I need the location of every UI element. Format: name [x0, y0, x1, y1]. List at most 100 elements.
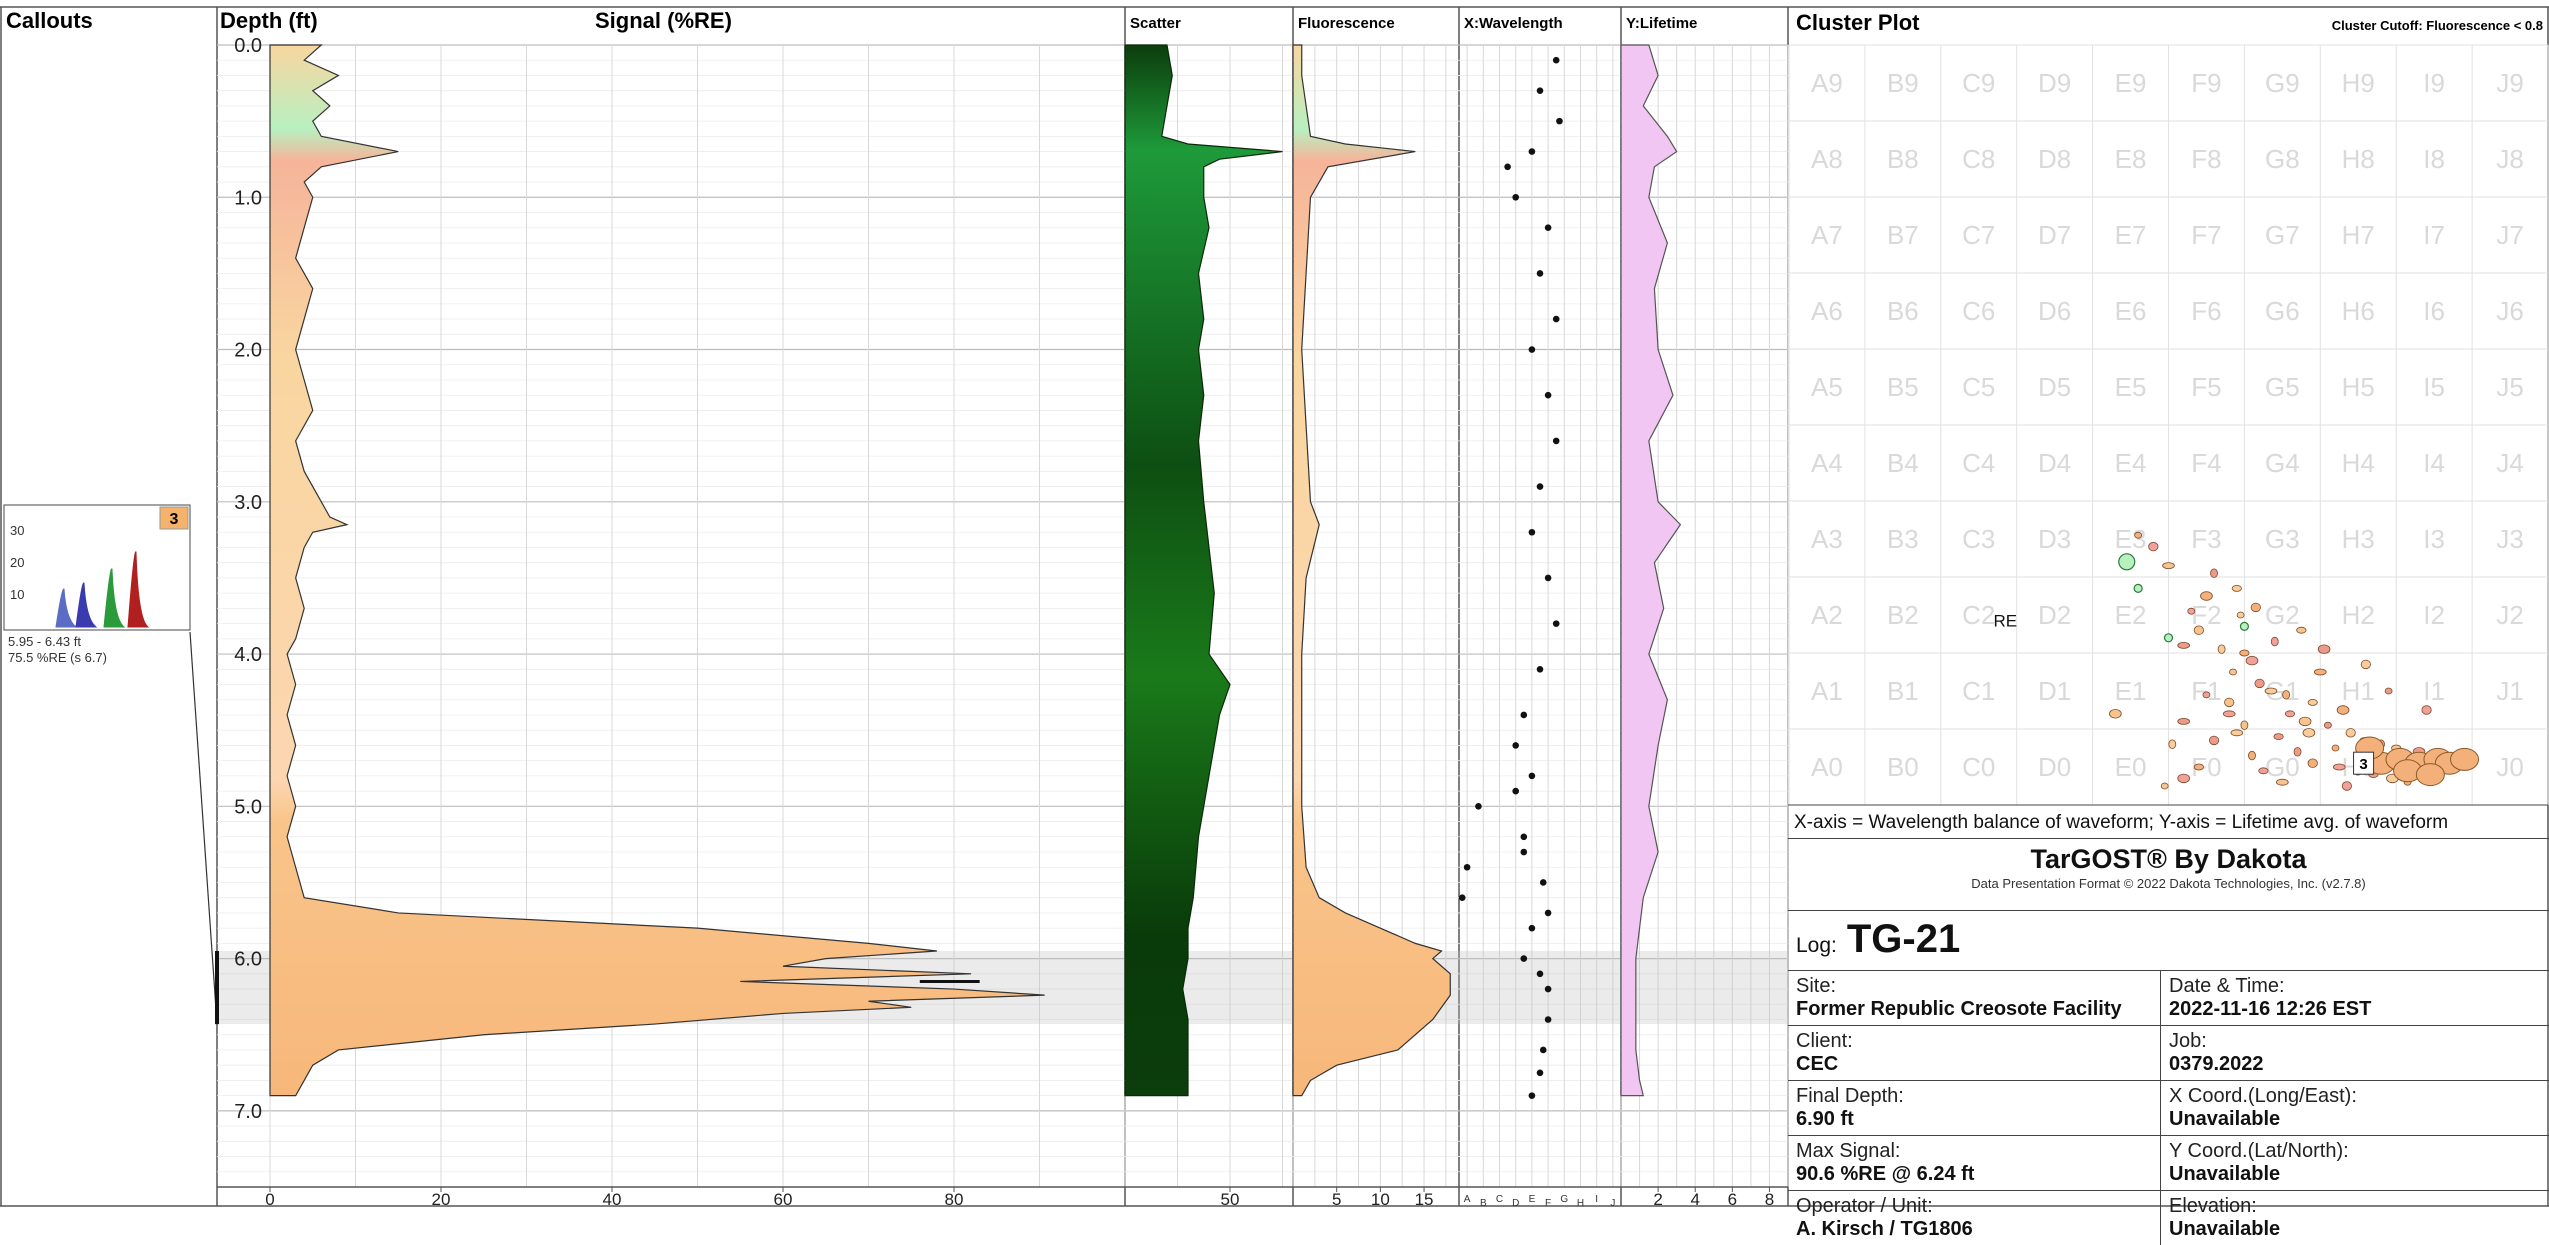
- brand-block: TarGOST® By Dakota Data Presentation For…: [1788, 838, 2549, 910]
- cluster-cell-label: H5: [2342, 372, 2375, 402]
- wavelength-point: [1458, 894, 1466, 901]
- lifetime-x-tick-label: 8: [1765, 1190, 1774, 1207]
- cluster-cell-label: E7: [2115, 220, 2147, 250]
- site-label: Site:: [1796, 975, 1837, 997]
- cluster-point: [2162, 562, 2175, 569]
- cluster-cell-label: C3: [1962, 524, 1995, 554]
- callout-waveform-peak: [127, 551, 150, 628]
- client-label: Client:: [1796, 1030, 1853, 1052]
- scatter-profile: [1124, 44, 1283, 1097]
- wavelength-point: [1463, 863, 1471, 871]
- cluster-point: [2208, 735, 2220, 746]
- cluster-cell-label: C8: [1962, 144, 1995, 174]
- fluorescence-x-tick-label: 10: [1371, 1190, 1390, 1207]
- cluster-cell-label: F5: [2191, 372, 2221, 402]
- fluorescence-x-tick-label: 15: [1415, 1190, 1434, 1207]
- cluster-cell-label: G2: [2265, 600, 2300, 630]
- cluster-cell-label: D5: [2038, 372, 2071, 402]
- cluster-cell-label: H4: [2342, 448, 2375, 478]
- info-row-signal: Max Signal: 90.6 %RE @ 6.24 ft Y Coord.(L…: [1788, 1135, 2549, 1190]
- cluster-point: [2168, 739, 2177, 749]
- wavelength-tick-label: B: [1480, 1198, 1487, 1207]
- log-value: TG-21: [1846, 917, 1961, 961]
- cluster-cell-label: H8: [2342, 144, 2375, 174]
- cluster-cell-label: H2: [2342, 600, 2375, 630]
- cluster-cell-label: C2: [1962, 600, 1995, 630]
- cluster-cell-label: E3: [2115, 524, 2147, 554]
- x-coord-value: Unavailable: [2169, 1108, 2281, 1130]
- date-value: 2022-11-16 12:26 EST: [2169, 998, 2372, 1020]
- cluster-cell-label: B0: [1887, 752, 1919, 782]
- wavelength-point: [1539, 879, 1547, 886]
- cluster-cell-label: A4: [1811, 448, 1843, 478]
- wavelength-point: [1552, 620, 1560, 627]
- cluster-cell-label: E0: [2115, 752, 2147, 782]
- wavelength-tick-label: H: [1577, 1198, 1584, 1207]
- cluster-big-point: [2450, 747, 2480, 771]
- cluster-plot-title: Cluster Plot: [1796, 10, 1920, 35]
- cluster-point: [2239, 649, 2250, 657]
- cluster-point: [2341, 781, 2352, 791]
- wavelength-point: [1536, 665, 1544, 673]
- cluster-green-point: [2118, 553, 2136, 571]
- callouts-header: Callouts: [6, 8, 93, 33]
- cluster-cell-label: G6: [2265, 296, 2300, 326]
- cluster-point: [2317, 644, 2331, 654]
- lifetime-x-tick-label: 6: [1728, 1190, 1737, 1207]
- wavelength-point: [1544, 1016, 1552, 1023]
- wavelength-point: [1544, 224, 1552, 232]
- cluster-point: [2222, 710, 2236, 718]
- info-row-client: Client: CEC Job: 0379.2022: [1788, 1025, 2549, 1080]
- job-value: 0379.2022: [2169, 1053, 2264, 1075]
- final-depth-label: Final Depth:: [1796, 1085, 1904, 1107]
- cluster-cell-label: I1: [2423, 676, 2445, 706]
- cluster-cell-label: D7: [2038, 220, 2071, 250]
- cluster-cell-label: G9: [2265, 68, 2300, 98]
- lifetime-profile: [1620, 44, 1682, 1097]
- cluster-cell-label: B3: [1887, 524, 1919, 554]
- cluster-point: [2307, 699, 2318, 706]
- wavelength-point: [1504, 163, 1511, 171]
- cluster-cell-label: A2: [1811, 600, 1843, 630]
- scatter-header: Scatter: [1130, 15, 1181, 32]
- cluster-cell-label: J2: [2496, 600, 2523, 630]
- cluster-cell-label: H7: [2342, 220, 2375, 250]
- cluster-cell-label: I6: [2423, 296, 2445, 326]
- wavelength-point: [1536, 970, 1544, 978]
- cluster-point: [2250, 602, 2261, 613]
- wavelength-point: [1544, 574, 1552, 582]
- cluster-plot: A9 B9 C9 D9 E9 F9 G9 H9 I9 J9 A8 B8 C8 D8 E8 F8 G8 H8 I8 J8…: [1788, 44, 2549, 806]
- cluster-cell-label: E2: [2115, 600, 2147, 630]
- cluster-cell-label: I8: [2423, 144, 2445, 174]
- cluster-cell-label: I3: [2423, 524, 2445, 554]
- cluster-cell-label: G4: [2265, 448, 2300, 478]
- wavelength-panel: [1458, 56, 1563, 1099]
- cluster-cell-label: B5: [1887, 372, 1919, 402]
- cluster-cell-label: F9: [2191, 68, 2221, 98]
- info-row-site: Site: Former Republic Creosote Facility D…: [1788, 970, 2549, 1025]
- wavelength-point: [1520, 848, 1528, 856]
- cluster-point: [2134, 531, 2143, 539]
- cluster-cell-label: J1: [2496, 676, 2523, 706]
- callout-number-badge: [159, 506, 189, 530]
- cluster-cell-label: D6: [2038, 296, 2071, 326]
- cluster-cell-label: A9: [1811, 68, 1843, 98]
- cluster-cell-label: E1: [2115, 676, 2147, 706]
- cluster-cell-label: G7: [2265, 220, 2300, 250]
- cluster-cell-label: C7: [1962, 220, 1995, 250]
- lifetime-x-tick-label: 2: [1653, 1190, 1662, 1207]
- wavelength-point: [1512, 193, 1519, 201]
- callout-number: 3: [170, 511, 179, 528]
- cluster-point: [2217, 644, 2226, 654]
- job-label: Job:: [2169, 1030, 2207, 1052]
- max-signal-value: 90.6 %RE @ 6.24 ft: [1796, 1163, 1975, 1185]
- wavelength-point: [1528, 1092, 1536, 1099]
- cluster-cell-label: I4: [2423, 448, 2445, 478]
- cluster-cell-label: A5: [1811, 372, 1843, 402]
- scatter-panel: [1124, 44, 1283, 1097]
- cluster-point: [2202, 691, 2211, 699]
- cluster-point: [2270, 636, 2279, 647]
- cluster-cell-label: A1: [1811, 676, 1843, 706]
- wavelength-point: [1544, 391, 1552, 399]
- wavelength-point: [1556, 117, 1563, 125]
